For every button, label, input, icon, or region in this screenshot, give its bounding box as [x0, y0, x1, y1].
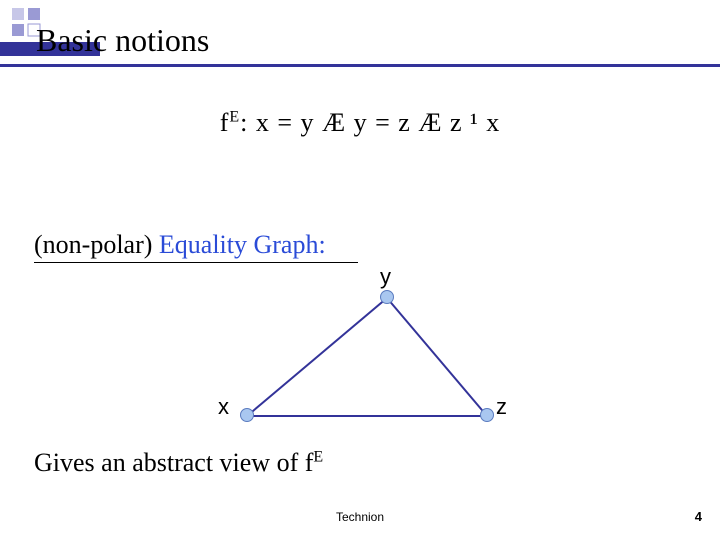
- graph-node-z: [480, 408, 494, 422]
- graph-label-z: z: [496, 394, 507, 420]
- graph-node-x: [240, 408, 254, 422]
- formula-body: : x = y Æ y = z Æ z ¹ x: [240, 108, 500, 137]
- formula-superscript: E: [229, 108, 240, 125]
- subheading-plain: (non-polar): [34, 230, 159, 259]
- title-underline: [0, 64, 720, 67]
- graph-edge: [247, 415, 487, 417]
- slide-root: Basic notions fE: x = y Æ y = z Æ z ¹ x …: [0, 0, 720, 540]
- formula-line: fE: x = y Æ y = z Æ z ¹ x: [0, 108, 720, 138]
- page-number: 4: [695, 509, 702, 524]
- graph-edge: [246, 297, 387, 417]
- abstract-view-text: Gives an abstract view of fE: [34, 448, 323, 478]
- equality-graph: yxz: [200, 278, 520, 428]
- formula-symbol: f: [220, 108, 230, 137]
- footer-text: Technion: [0, 510, 720, 524]
- graph-edge: [386, 297, 488, 416]
- graph-node-y: [380, 290, 394, 304]
- subheading-underline: [34, 262, 358, 263]
- graph-label-x: x: [218, 394, 229, 420]
- slide-title: Basic notions: [36, 22, 209, 59]
- bottom-prefix: Gives an abstract view of: [34, 448, 305, 477]
- graph-label-y: y: [380, 264, 391, 290]
- subheading: (non-polar) Equality Graph:: [34, 230, 326, 260]
- subheading-link: Equality Graph:: [159, 230, 326, 259]
- bottom-sup: E: [313, 448, 323, 465]
